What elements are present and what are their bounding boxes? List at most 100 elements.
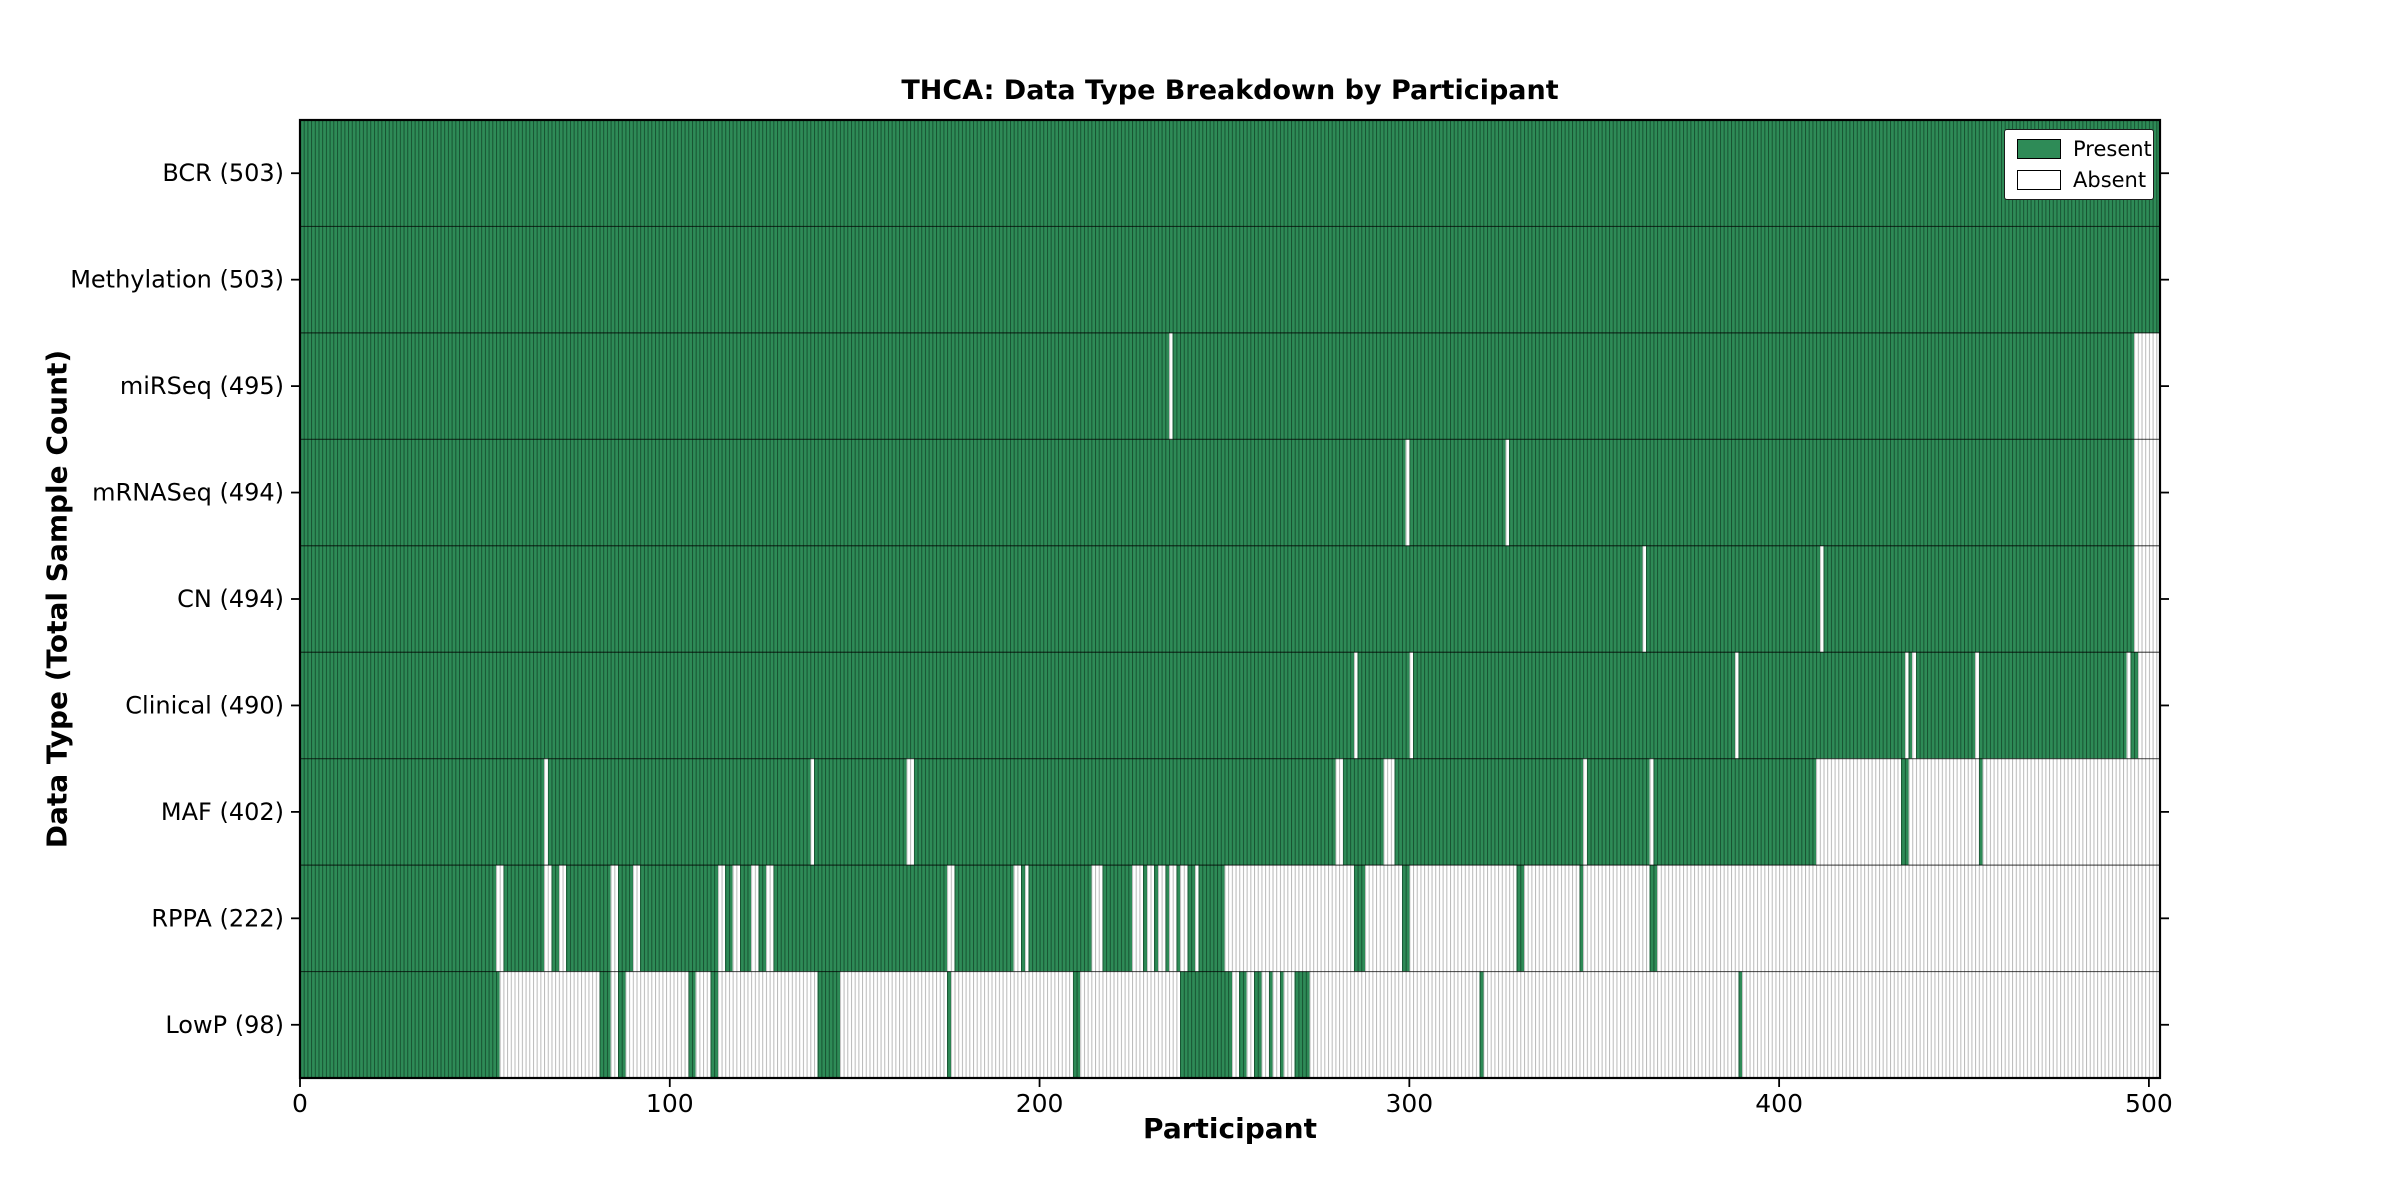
row-band xyxy=(300,120,2160,227)
absent-segment xyxy=(1657,865,2160,972)
absent-segment xyxy=(2134,439,2160,546)
absent-segment xyxy=(2137,652,2160,759)
absent-segment xyxy=(2134,545,2160,653)
absent-segment xyxy=(544,865,552,972)
row-label: BCR (503) xyxy=(162,159,284,187)
row-band xyxy=(300,970,2160,1078)
row-band xyxy=(300,545,2160,653)
x-tick-label: 400 xyxy=(1755,1089,1803,1118)
absent-segment xyxy=(544,758,548,866)
absent-segment xyxy=(839,971,948,1078)
absent-segment xyxy=(950,971,1073,1078)
absent-segment xyxy=(1912,652,1916,759)
row-band xyxy=(300,332,2160,440)
row-label: mRNASeq (494) xyxy=(92,479,284,507)
absent-segment xyxy=(1231,971,1240,1078)
x-tick-label: 500 xyxy=(2125,1089,2173,1118)
absent-segment xyxy=(765,865,774,972)
absent-segment xyxy=(1819,545,1824,653)
absent-segment xyxy=(1180,865,1188,972)
absent-segment xyxy=(1383,758,1395,866)
absent-segment xyxy=(1409,652,1414,759)
legend-label-absent: Absent xyxy=(2073,168,2147,192)
absent-segment xyxy=(1583,758,1587,866)
row-label: RPPA (222) xyxy=(151,904,284,932)
row-label: Clinical (490) xyxy=(125,691,284,719)
row-label: miRSeq (495) xyxy=(120,372,284,400)
row-band xyxy=(300,225,2160,333)
absent-segment xyxy=(1309,971,1480,1078)
absent-segment xyxy=(610,971,619,1078)
absent-segment xyxy=(1157,865,1166,972)
absent-segment xyxy=(1982,758,2160,866)
row-label: LowP (98) xyxy=(165,1011,284,1039)
row-band xyxy=(300,758,2160,866)
absent-segment xyxy=(632,865,641,972)
absent-segment xyxy=(1975,652,1979,759)
absent-segment xyxy=(1146,865,1155,972)
absent-segment xyxy=(625,971,689,1078)
absent-segment xyxy=(947,865,955,972)
legend-entry-present: Present xyxy=(2017,137,2152,161)
absent-segment xyxy=(1742,971,2160,1078)
absent-segment xyxy=(906,758,914,866)
legend-label-present: Present xyxy=(2073,137,2152,161)
absent-segment xyxy=(1649,758,1654,866)
absent-segment xyxy=(1013,865,1022,972)
absent-segment xyxy=(495,865,504,972)
x-tick-label: 100 xyxy=(646,1089,694,1118)
absent-segment xyxy=(610,865,619,972)
absent-segment xyxy=(1168,332,1173,440)
absent-segment xyxy=(1908,758,1979,866)
x-tick-label: 0 xyxy=(292,1089,308,1118)
absent-segment xyxy=(1091,865,1103,972)
row-band xyxy=(300,651,2160,759)
absent-segment xyxy=(1904,652,1909,759)
absent-segment xyxy=(751,865,759,972)
absent-segment xyxy=(1734,652,1739,759)
absent-segment xyxy=(1483,971,1739,1078)
absent-segment xyxy=(2126,652,2131,759)
x-tick-label: 200 xyxy=(1016,1089,1064,1118)
row-label: CN (494) xyxy=(177,585,284,613)
row-label: Methylation (503) xyxy=(70,266,284,294)
absent-segment xyxy=(1224,865,1354,972)
row-band xyxy=(300,864,2160,972)
row-label: MAF (402) xyxy=(161,798,284,826)
absent-segment xyxy=(1335,758,1343,866)
absent-segment xyxy=(1080,971,1181,1078)
absent-segment xyxy=(1816,758,1902,866)
absent-segment xyxy=(1405,439,1410,546)
absent-segment xyxy=(717,971,818,1078)
absent-segment xyxy=(1364,865,1402,972)
absent-segment xyxy=(1523,865,1580,972)
absent-segment xyxy=(1505,439,1510,546)
absent-segment xyxy=(1024,865,1029,972)
chart-title: THCA: Data Type Breakdown by Participant xyxy=(901,75,1559,106)
absent-segment xyxy=(2134,332,2160,440)
absent-segment xyxy=(695,971,711,1078)
absent-segment xyxy=(1168,865,1177,972)
absent-segment xyxy=(732,865,741,972)
x-tick-label: 300 xyxy=(1385,1089,1433,1118)
row-band xyxy=(300,438,2160,546)
absent-segment xyxy=(1283,971,1295,1078)
absent-segment xyxy=(1642,545,1647,653)
absent-segment xyxy=(1272,971,1280,1078)
legend: Present Absent xyxy=(2004,129,2154,200)
absent-segment xyxy=(1583,865,1650,972)
absent-segment xyxy=(1194,865,1199,972)
legend-entry-absent: Absent xyxy=(2017,168,2147,192)
absent-segment xyxy=(558,865,567,972)
x-axis-label: Participant xyxy=(1143,1112,1317,1145)
absent-segment xyxy=(810,758,814,866)
plot-frame xyxy=(298,118,2162,1080)
absent-swatch xyxy=(2017,170,2061,190)
absent-segment xyxy=(1409,865,1517,972)
absent-segment xyxy=(717,865,726,972)
absent-segment xyxy=(499,971,600,1078)
absent-segment xyxy=(1246,971,1255,1078)
absent-segment xyxy=(1132,865,1144,972)
